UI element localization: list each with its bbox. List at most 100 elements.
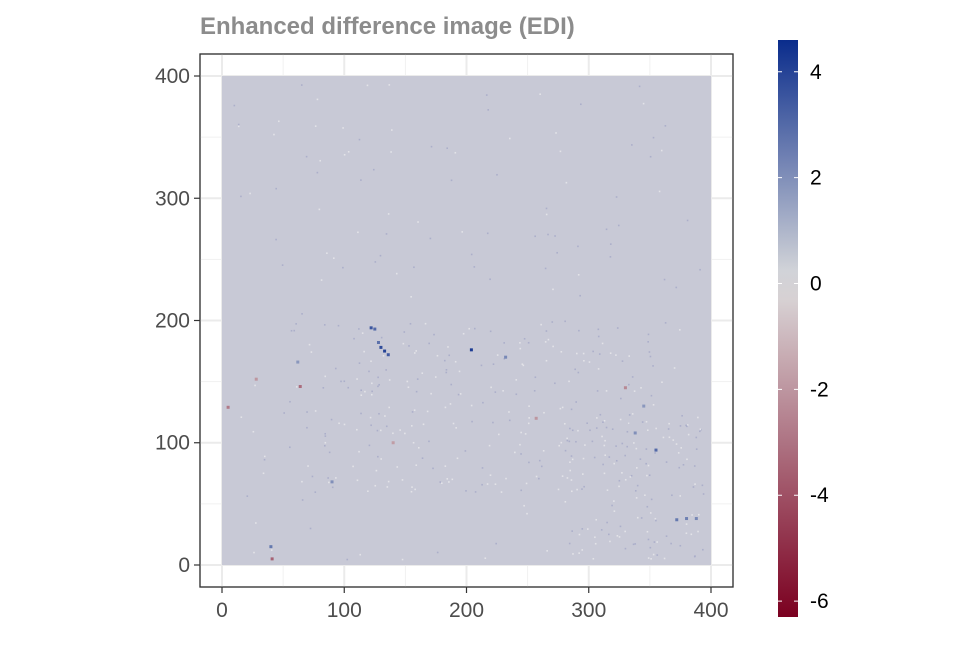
speckle (379, 254, 382, 257)
speckle (380, 336, 383, 339)
speckle (542, 450, 545, 452)
speckle (595, 518, 598, 521)
highlight-point (654, 448, 658, 452)
speckle (356, 428, 358, 431)
speckle (679, 495, 682, 497)
speckle (587, 528, 589, 530)
speckle (498, 433, 500, 436)
speckle (640, 387, 642, 389)
speckle (421, 457, 424, 459)
speckle (680, 447, 683, 449)
speckle (624, 478, 627, 481)
speckle (470, 404, 473, 407)
speckle (575, 440, 577, 443)
speckle (609, 540, 611, 543)
speckle (624, 530, 626, 533)
speckle (520, 489, 523, 492)
speckle (615, 196, 618, 198)
speckle (638, 85, 641, 88)
y-tick-label: 400 (155, 65, 190, 88)
speckle (647, 333, 650, 336)
speckle (644, 494, 646, 497)
speckle (295, 323, 297, 325)
speckle (609, 243, 612, 245)
speckle (652, 136, 655, 139)
speckle (588, 361, 591, 363)
speckle (546, 550, 548, 552)
speckle (486, 232, 489, 235)
speckle (646, 429, 649, 432)
speckle (301, 499, 304, 501)
colorbar-tick-label: 4 (810, 61, 822, 84)
speckle (629, 476, 632, 478)
speckle (668, 436, 671, 439)
speckle (368, 370, 370, 373)
speckle (624, 454, 626, 457)
speckle (323, 444, 326, 447)
highlight-point (534, 416, 538, 420)
speckle (620, 397, 622, 400)
speckle (310, 351, 313, 353)
speckle (347, 386, 350, 389)
speckle (618, 536, 621, 538)
speckle (649, 155, 652, 158)
speckle (570, 490, 573, 493)
speckle (343, 153, 346, 156)
speckle (570, 408, 573, 411)
speckle (328, 481, 330, 484)
highlight-point (633, 431, 637, 435)
speckle (281, 264, 284, 266)
speckle (521, 363, 524, 366)
speckle (619, 418, 622, 421)
speckle (253, 551, 255, 554)
speckle (454, 151, 457, 154)
speckle (492, 421, 494, 424)
speckle (484, 557, 487, 559)
speckle (379, 429, 382, 432)
x-tick-label: 0 (216, 599, 228, 622)
speckle (428, 440, 430, 443)
speckle (353, 337, 355, 340)
speckle (384, 415, 386, 417)
speckle (488, 444, 491, 447)
speckle (602, 463, 604, 466)
highlight-point (296, 360, 300, 364)
speckle (540, 465, 543, 468)
speckle (441, 482, 443, 485)
highlight-point (298, 385, 302, 389)
speckle (283, 412, 285, 414)
speckle (333, 257, 335, 259)
speckle (432, 467, 434, 470)
speckle (695, 436, 698, 439)
speckle (687, 433, 690, 436)
speckle (596, 390, 599, 392)
speckle (642, 102, 645, 105)
speckle (564, 449, 567, 452)
speckle (263, 458, 266, 461)
speckle (446, 147, 448, 150)
speckle (545, 207, 548, 210)
speckle (233, 104, 236, 107)
speckle (582, 473, 584, 475)
speckle (465, 490, 467, 492)
speckle (361, 332, 364, 334)
speckle (415, 390, 418, 393)
speckle (597, 328, 600, 331)
highlight-point (376, 341, 380, 345)
speckle (561, 475, 564, 477)
speckle (404, 432, 406, 435)
speckle (342, 266, 344, 269)
speckle (455, 427, 457, 429)
speckle (385, 425, 388, 428)
speckle (306, 426, 308, 429)
speckle (686, 219, 689, 222)
speckle (376, 429, 379, 432)
speckle (489, 474, 492, 476)
speckle (293, 329, 296, 332)
speckle (330, 418, 333, 421)
speckle (599, 413, 602, 416)
speckle (370, 393, 373, 396)
speckle (544, 267, 547, 270)
speckle (697, 530, 699, 533)
